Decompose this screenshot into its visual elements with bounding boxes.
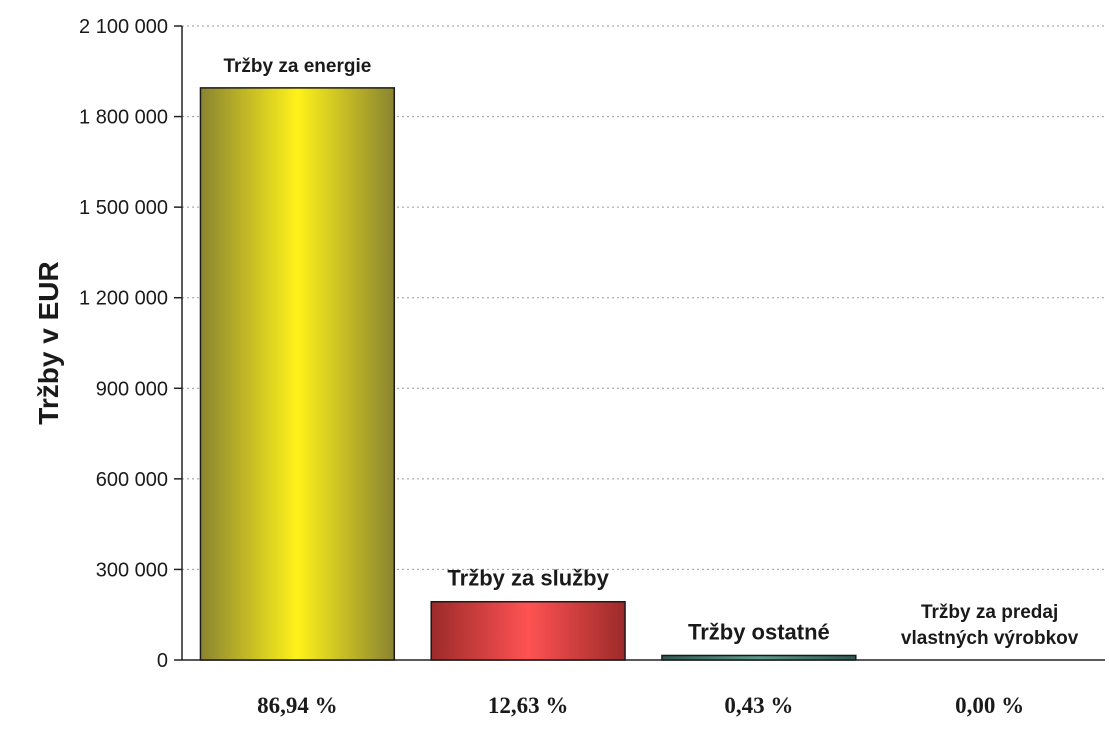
category-label: Tržby za služby <box>447 566 609 591</box>
y-tick-label: 2 100 000 <box>79 16 168 38</box>
bar-3 <box>661 654 857 661</box>
category-label: Tržby za predaj vlastných výrobkov <box>901 602 1079 649</box>
y-axis-title: Tržby v EUR <box>33 261 64 424</box>
label-layer: Tržby za energie 86,94 % Tržby za služby 12… <box>223 56 1078 718</box>
y-tick-label: 600 000 <box>96 469 168 491</box>
percent-label: 86,94 % <box>257 693 338 718</box>
category-label: Tržby ostatné <box>688 619 830 644</box>
axis-layer: 0 300 000 600 000 900 000 1 200 000 1 500 000… <box>79 16 1105 672</box>
bar-layer <box>199 87 857 661</box>
y-tick-label: 1 200 000 <box>79 288 168 310</box>
y-tick-label: 300 000 <box>96 559 168 581</box>
percent-label: 0,00 % <box>955 693 1024 718</box>
y-tick-label: 1 800 000 <box>79 107 168 129</box>
y-tick-label: 900 000 <box>96 378 168 400</box>
y-tick-label: 0 <box>157 650 168 672</box>
bar-1 <box>199 87 396 661</box>
percent-label: 0,43 % <box>724 693 793 718</box>
grid-layer <box>182 25 1105 570</box>
y-tick-label: 1 500 000 <box>79 197 168 219</box>
category-label: Tržby za energie <box>223 56 371 77</box>
percent-label: 12,63 % <box>488 693 569 718</box>
bar-2 <box>430 600 626 661</box>
